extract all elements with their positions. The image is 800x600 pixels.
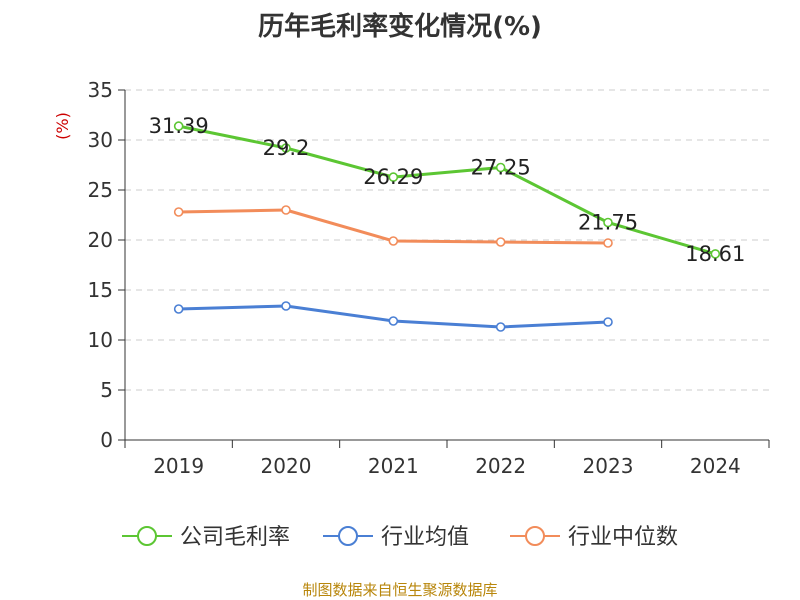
- data-point: [495, 162, 506, 173]
- data-point: [603, 238, 613, 248]
- data-label: 31.39: [149, 114, 209, 138]
- axes: 0 5 10 15 20 25 30 35 2019 2020 2021 2022 2023 2024: [88, 78, 770, 478]
- data-point: [173, 121, 184, 131]
- series-line: [178, 124, 716, 256]
- y-tick-label: 25: [88, 178, 113, 202]
- y-tick-label: 0: [100, 428, 113, 452]
- y-tick-label: 30: [88, 128, 113, 152]
- data-point: [710, 249, 721, 259]
- x-tick-label: 2023: [583, 454, 634, 478]
- x-tick-label: 2024: [690, 454, 741, 478]
- x-tick-label: 2022: [475, 454, 526, 478]
- y-tick-label: 35: [88, 78, 113, 102]
- series: 31.39 29.2 26.29 27.25 21.75 18.61: [149, 114, 745, 332]
- x-tick-label: 2020: [261, 454, 312, 478]
- legend-item[interactable]: 公司毛利率: [122, 525, 290, 550]
- data-point: [281, 301, 291, 311]
- legend-label: 公司毛利率: [180, 525, 290, 550]
- y-tick-label: 15: [88, 278, 113, 302]
- y-axis-unit-label: (%): [53, 112, 72, 140]
- data-label: 27.25: [471, 156, 531, 180]
- data-point: [388, 236, 399, 246]
- legend[interactable]: 公司毛利率 行业均值 行业中位数: [122, 525, 678, 550]
- data-point: [173, 207, 184, 217]
- data-label: 21.75: [578, 211, 638, 235]
- data-point: [281, 143, 291, 153]
- data-point: [495, 322, 506, 332]
- y-tick-label: 20: [88, 228, 113, 252]
- x-tick-label: 2019: [153, 454, 204, 478]
- legend-swatch-marker: [525, 526, 545, 546]
- legend-item[interactable]: 行业均值: [323, 525, 469, 550]
- data-point: [603, 217, 613, 228]
- data-point: [603, 317, 613, 327]
- legend-label: 行业中位数: [568, 525, 678, 550]
- data-label: 26.29: [363, 165, 423, 189]
- legend-swatch-marker: [338, 526, 358, 546]
- y-tick-label: 5: [100, 378, 113, 402]
- legend-label: 行业均值: [381, 525, 469, 550]
- data-point: [495, 237, 506, 247]
- data-point: [388, 172, 399, 182]
- x-tick-label: 2021: [368, 454, 419, 478]
- data-label: 29.2: [263, 136, 310, 160]
- legend-swatch-marker: [137, 526, 157, 546]
- data-label: 18.61: [685, 242, 745, 266]
- data-point: [173, 304, 184, 314]
- source-note: 制图数据来自恒生聚源数据库: [302, 581, 498, 599]
- data-point: [281, 205, 291, 215]
- data-point: [388, 316, 399, 326]
- legend-item[interactable]: 行业中位数: [510, 525, 678, 550]
- chart-title: 历年毛利率变化情况(%): [258, 12, 542, 42]
- y-tick-label: 10: [88, 328, 113, 352]
